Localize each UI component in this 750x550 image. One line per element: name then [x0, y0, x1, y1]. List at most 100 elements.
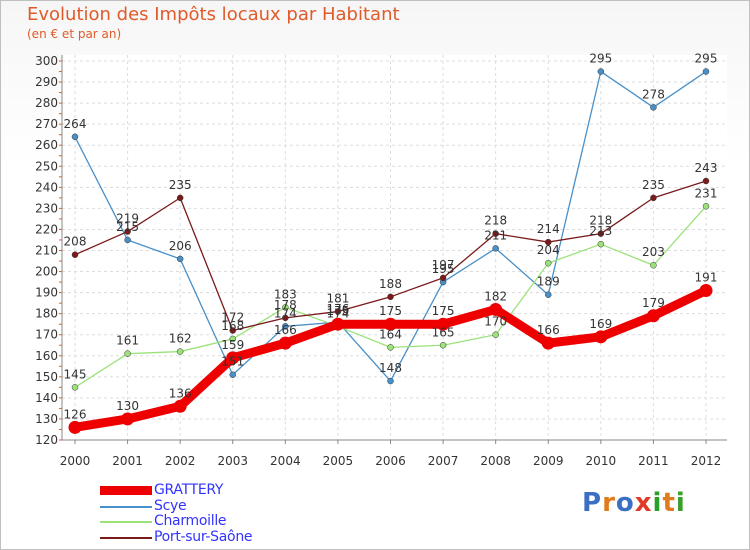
data-label: 264 — [64, 117, 87, 131]
y-tick-label: 150 — [35, 370, 58, 384]
data-label: 172 — [221, 311, 244, 325]
logo-letter: o — [615, 488, 635, 518]
data-point — [597, 240, 605, 248]
data-point — [226, 351, 240, 365]
y-tick-label: 140 — [35, 391, 58, 405]
data-point — [282, 304, 289, 311]
data-label: 176 — [326, 302, 349, 316]
chart-subtitle: (en € et par an) — [27, 27, 122, 41]
data-point — [436, 317, 450, 331]
x-tick-label: 2009 — [533, 454, 564, 468]
logo-letter: r — [602, 488, 616, 518]
series-layer — [68, 68, 713, 434]
y-tick-label: 190 — [35, 286, 58, 300]
data-label: 136 — [169, 386, 192, 400]
legend-swatch — [100, 536, 152, 539]
x-tick-label: 2008 — [480, 454, 511, 468]
legend-label: Charmoille — [154, 513, 227, 529]
data-label: 197 — [432, 258, 455, 272]
data-label: 174 — [326, 306, 349, 320]
data-point — [545, 238, 552, 246]
logo-letter: i — [675, 488, 686, 518]
data-point — [439, 342, 447, 349]
data-point — [650, 194, 657, 202]
y-tick-label: 270 — [35, 117, 58, 131]
data-point — [387, 293, 394, 301]
x-tick-label: 2001 — [112, 454, 143, 468]
y-tick-label: 260 — [35, 138, 58, 152]
logo-letter: t — [662, 488, 676, 518]
data-label: 231 — [695, 186, 718, 200]
data-labels: 126 130 136 159 166 175 175 175 182 166 169 179 191 2… — [64, 52, 718, 422]
data-label: 204 — [537, 243, 560, 257]
data-point — [387, 377, 394, 385]
data-label: 295 — [589, 52, 612, 66]
data-label: 189 — [537, 275, 560, 289]
data-point — [124, 236, 131, 244]
data-point — [387, 344, 394, 351]
data-point — [597, 230, 605, 237]
data-point — [492, 331, 499, 338]
logo-letter: i — [652, 488, 663, 518]
y-tick-label: 280 — [35, 96, 58, 110]
data-label: 175 — [326, 304, 349, 318]
data-point — [699, 284, 713, 298]
data-label: 215 — [116, 220, 139, 234]
logo-letter: P — [582, 488, 603, 518]
data-label: 219 — [116, 212, 139, 226]
data-point — [282, 323, 289, 330]
data-point — [545, 259, 552, 267]
legend-swatch — [100, 486, 152, 495]
data-point — [384, 317, 397, 331]
y-tick-label: 220 — [35, 222, 58, 236]
x-tick-label: 2006 — [375, 454, 406, 468]
data-label: 175 — [432, 304, 455, 318]
data-label: 182 — [484, 289, 507, 303]
data-label: 235 — [169, 178, 192, 192]
data-point — [124, 228, 131, 235]
data-label: 169 — [589, 317, 612, 331]
plot-area — [62, 55, 727, 440]
proxiti-logo: Proxiti — [582, 488, 686, 518]
data-label: 181 — [326, 292, 349, 306]
data-point — [650, 261, 657, 269]
data-point — [702, 177, 710, 185]
data-label: 175 — [379, 304, 402, 318]
x-tick-label: 2004 — [270, 454, 301, 468]
legend-swatch — [100, 505, 152, 508]
x-tick-label: 2002 — [165, 454, 196, 468]
data-point — [489, 302, 503, 316]
y-tick-label: 230 — [35, 201, 58, 215]
data-label: 206 — [169, 239, 192, 253]
data-point — [331, 317, 345, 331]
y-tick-label: 240 — [35, 180, 58, 194]
grid — [62, 55, 727, 441]
legend-label: Scye — [154, 497, 187, 514]
data-label: 211 — [484, 228, 507, 242]
data-label: 145 — [64, 367, 87, 381]
legend-label: GRATTERY — [154, 482, 224, 498]
data-label: 191 — [695, 271, 718, 285]
y-tick-label: 170 — [35, 328, 58, 342]
data-label: 243 — [695, 161, 718, 175]
data-label: 213 — [589, 224, 612, 238]
data-point — [68, 420, 82, 434]
data-label: 165 — [432, 325, 455, 339]
data-label: 183 — [274, 287, 297, 301]
data-label: 168 — [221, 319, 244, 333]
data-point — [492, 245, 499, 252]
data-point — [278, 336, 292, 350]
y-tick-label: 160 — [35, 349, 58, 363]
x-tick-label: 2012 — [691, 454, 722, 468]
data-point — [702, 68, 710, 75]
data-point — [702, 203, 710, 210]
data-label: 162 — [169, 332, 192, 346]
data-point — [541, 336, 555, 350]
data-point — [282, 314, 289, 322]
data-label: 126 — [64, 407, 87, 421]
data-point — [71, 251, 79, 258]
data-point — [492, 230, 499, 237]
y-tick-label: 200 — [35, 265, 58, 279]
data-label: 218 — [589, 214, 612, 228]
